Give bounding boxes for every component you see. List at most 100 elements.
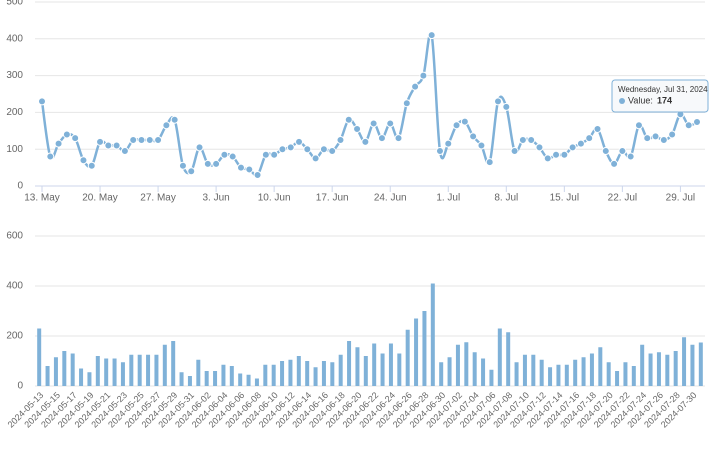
bar bbox=[682, 337, 687, 386]
bar bbox=[522, 354, 527, 386]
bar bbox=[338, 354, 343, 386]
bar bbox=[37, 328, 42, 386]
marker bbox=[568, 143, 577, 152]
x-tick-label: 29. Jul bbox=[666, 193, 695, 204]
marker bbox=[618, 147, 627, 156]
marker bbox=[220, 150, 229, 159]
marker bbox=[535, 143, 544, 152]
marker bbox=[634, 121, 643, 130]
marker bbox=[104, 141, 113, 150]
marker bbox=[120, 147, 129, 156]
y-tick-label: 0 bbox=[17, 381, 23, 392]
bar bbox=[305, 361, 310, 386]
marker bbox=[460, 117, 469, 126]
marker bbox=[693, 117, 701, 126]
bar bbox=[531, 354, 536, 386]
bar bbox=[280, 361, 285, 386]
marker bbox=[543, 154, 552, 163]
x-tick-label: 13. May bbox=[24, 193, 60, 204]
bar bbox=[229, 366, 234, 386]
marker bbox=[353, 124, 362, 133]
bar bbox=[455, 344, 460, 386]
bar bbox=[330, 362, 335, 386]
marker bbox=[228, 152, 237, 161]
marker bbox=[684, 121, 693, 130]
marker bbox=[162, 121, 171, 130]
marker bbox=[518, 136, 527, 144]
y-tick-label: 200 bbox=[6, 331, 23, 342]
bar bbox=[439, 362, 444, 386]
marker bbox=[212, 159, 221, 168]
bar bbox=[665, 354, 670, 386]
tooltip: Wednesday, Jul 31, 2024 Value: 174 bbox=[611, 79, 709, 113]
bar bbox=[656, 352, 661, 386]
bar bbox=[556, 364, 561, 386]
marker bbox=[328, 147, 337, 156]
bar bbox=[146, 354, 151, 386]
marker bbox=[576, 139, 585, 148]
bar bbox=[187, 376, 192, 386]
marker bbox=[137, 136, 146, 144]
bar bbox=[246, 374, 251, 386]
marker bbox=[659, 136, 668, 144]
marker bbox=[112, 141, 121, 150]
marker bbox=[295, 137, 304, 146]
bar bbox=[506, 332, 511, 386]
marker bbox=[626, 152, 635, 161]
x-tick-label: 10. Jun bbox=[258, 193, 291, 204]
bar bbox=[129, 354, 134, 386]
marker bbox=[54, 139, 63, 148]
marker bbox=[361, 137, 370, 146]
y-tick-label: 300 bbox=[6, 70, 23, 81]
marker bbox=[245, 165, 254, 174]
marker bbox=[377, 134, 386, 143]
bar bbox=[355, 347, 360, 386]
bar bbox=[120, 362, 125, 386]
marker bbox=[643, 134, 652, 143]
x-tick-label: 1. Jul bbox=[436, 193, 460, 204]
marker bbox=[253, 170, 262, 179]
bar bbox=[372, 343, 377, 386]
marker bbox=[178, 161, 187, 170]
marker bbox=[270, 150, 279, 159]
marker bbox=[79, 156, 88, 165]
bar bbox=[539, 359, 544, 386]
marker bbox=[62, 130, 71, 139]
marker bbox=[187, 167, 196, 176]
marker bbox=[87, 161, 96, 170]
marker bbox=[435, 147, 444, 156]
marker bbox=[419, 71, 428, 80]
marker bbox=[369, 119, 378, 128]
y-tick-label: 600 bbox=[6, 231, 23, 242]
tooltip-label: Value: bbox=[628, 95, 653, 105]
bar bbox=[196, 359, 201, 386]
marker bbox=[651, 132, 660, 141]
marker bbox=[610, 159, 619, 168]
marker bbox=[601, 147, 610, 156]
y-tick-label: 200 bbox=[6, 107, 23, 118]
bar bbox=[447, 357, 452, 386]
marker bbox=[145, 136, 154, 144]
bar bbox=[204, 371, 209, 386]
bar bbox=[464, 342, 469, 386]
marker bbox=[311, 154, 320, 163]
x-tick-label: 20. May bbox=[82, 193, 118, 204]
tooltip-box bbox=[611, 79, 709, 113]
bar bbox=[321, 361, 326, 386]
bar bbox=[263, 364, 268, 386]
marker bbox=[261, 150, 270, 159]
bar bbox=[70, 353, 75, 386]
bar bbox=[690, 344, 695, 386]
x-tick-label: 17. Jun bbox=[316, 193, 349, 204]
line-chart: 0 100 200 300 400 500 13. May 20. May 27. May 3. … bbox=[6, 0, 705, 204]
marker bbox=[38, 97, 46, 106]
bar bbox=[213, 371, 218, 386]
bar bbox=[514, 362, 519, 386]
marker bbox=[278, 145, 287, 154]
marker bbox=[394, 134, 403, 143]
bar bbox=[313, 367, 318, 386]
x-tick-label: 15. Jul bbox=[550, 193, 579, 204]
bar bbox=[137, 354, 142, 386]
bar bbox=[388, 343, 393, 386]
y-tick-label: 500 bbox=[6, 0, 23, 8]
